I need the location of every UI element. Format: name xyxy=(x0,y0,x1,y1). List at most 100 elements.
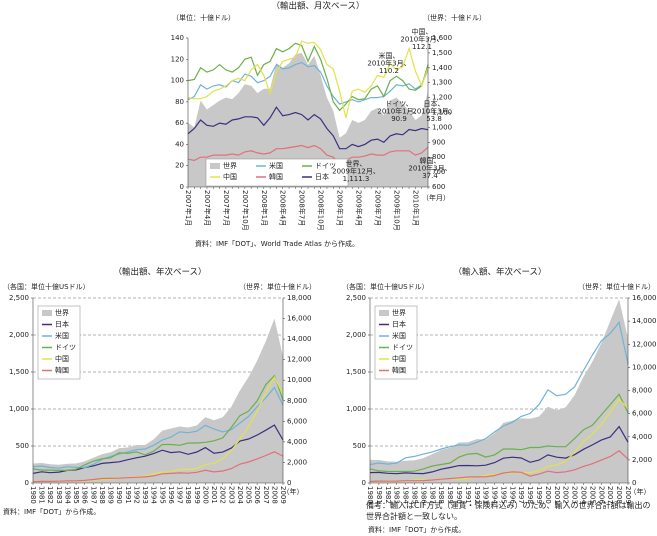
x-tick-label: 1980 xyxy=(366,486,374,504)
legend-label: 世界 xyxy=(55,308,69,317)
source: 資料：IMF「DOT」から作成。 xyxy=(3,507,100,516)
y-tick-label: 1,000 xyxy=(9,405,29,413)
annotation-line: 2010年3月、 xyxy=(412,107,455,116)
x-tick-label: 2009 xyxy=(624,486,632,504)
y2-tick-label: 1,100 xyxy=(432,109,452,117)
x-tick-label: 2007 xyxy=(262,486,270,504)
x-tick-label: 1987 xyxy=(89,486,97,504)
legend-label: 韓国 xyxy=(55,366,69,375)
y2-tick-label: 1,600 xyxy=(432,34,452,42)
y-tick-label: 500 xyxy=(353,442,366,450)
x-tick-label: 1995 xyxy=(158,486,166,504)
line xyxy=(369,450,629,482)
x-tick-label: 1996 xyxy=(508,486,516,504)
y2-tick-label: 1,000 xyxy=(432,123,452,131)
legend-label: 米国 xyxy=(269,161,283,170)
annotation-line: 112.1 xyxy=(412,43,432,51)
legend-box xyxy=(374,305,418,380)
annotation: ドイツ、 2010年1月、 90.9 xyxy=(377,100,420,123)
chart-title: （輸出額、年次ベース） xyxy=(113,267,206,278)
y2-tick-label: 12,000 xyxy=(287,356,312,364)
x-tick-label: 1992 xyxy=(473,486,481,504)
annotation: 日本、 2010年3月、 53.8 xyxy=(412,99,455,123)
line xyxy=(187,42,429,112)
x-tick-label: 2005 xyxy=(588,486,596,504)
x-tick-label: 1991 xyxy=(124,486,132,504)
x-tick-label: 1982 xyxy=(46,486,54,504)
line xyxy=(32,451,284,483)
x-tick-label: 1983 xyxy=(55,486,63,504)
y2-tick-label: 6,000 xyxy=(287,417,307,425)
annotation-line: 韓国、 xyxy=(420,156,441,165)
source: 資料：IMF「DOT」から作成。 xyxy=(368,525,465,534)
line xyxy=(369,425,629,475)
line xyxy=(187,40,429,118)
annotation-line: 1,111.3 xyxy=(343,175,370,183)
y-axis-label: （単位：十億ドル） xyxy=(172,13,235,22)
y2-tick-label: 4,000 xyxy=(632,433,652,441)
x-axis-label: （年） xyxy=(630,487,651,496)
x-tick-label: 1994 xyxy=(150,486,158,504)
y2-axis-label: （世界：単位十億ドル） xyxy=(578,282,655,291)
note-box: 備考：輸入はCIF方式（運賃・保険料込み）のため、輸入の世界合計額は輸出の世界合… xyxy=(366,501,651,521)
y-tick-label: 500 xyxy=(16,442,29,450)
x-tick-label: 1988 xyxy=(98,486,106,504)
y-tick-label: 80 xyxy=(175,98,184,106)
x-tick-label: 2007年1月 xyxy=(184,190,193,226)
annotation-line: 2010年3月、 xyxy=(400,35,443,44)
annotation-line: 2010年1月、 xyxy=(377,107,420,116)
x-tick-label: 2002 xyxy=(562,486,570,504)
x-tick-label: 1993 xyxy=(141,486,149,504)
y2-tick-label: 1,300 xyxy=(432,79,452,87)
x-tick-label: 1993 xyxy=(482,486,490,504)
x-tick-label: 2008年4月 xyxy=(279,190,288,226)
annotation-line: 53.8 xyxy=(426,115,442,123)
legend-label: 韓国 xyxy=(269,172,283,181)
x-tick-label: 2009 xyxy=(279,486,287,504)
line xyxy=(32,386,284,469)
x-tick-label: 2009年10月 xyxy=(392,190,401,231)
x-tick-label: 2001 xyxy=(210,486,218,504)
legend-swatch xyxy=(379,310,389,316)
legend-box xyxy=(205,158,349,187)
y2-tick-label: 12,000 xyxy=(632,340,657,348)
x-tick-label: 1999 xyxy=(535,486,543,504)
y-tick-label: 1,500 xyxy=(9,368,29,376)
y-tick-label: 120 xyxy=(171,55,184,63)
y2-tick-label: 16,000 xyxy=(287,315,312,323)
x-tick-label: 2004 xyxy=(580,486,588,504)
x-tick-label: 1999 xyxy=(193,486,201,504)
y2-tick-label: 6,000 xyxy=(632,410,652,418)
chart-title: （輸入額、年次ベース） xyxy=(453,267,546,278)
legend-label: ドイツ xyxy=(315,162,336,170)
y-tick-label: 1,500 xyxy=(346,368,366,376)
x-tick-label: 1982 xyxy=(384,486,392,504)
x-tick-label: 1980 xyxy=(29,486,37,504)
line xyxy=(187,144,429,166)
y2-tick-label: 900 xyxy=(432,138,445,146)
x-tick-label: 2009年7月 xyxy=(373,190,382,226)
y-tick-label: 2,000 xyxy=(9,331,29,339)
y-tick-label: 100 xyxy=(171,77,184,85)
y2-axis-label: （世界：単位十億ドル） xyxy=(239,282,316,291)
x-tick-label: 2003 xyxy=(571,486,579,504)
y2-tick-label: 1,400 xyxy=(432,64,452,72)
annotation: 世界、 2009年12月、 1,111.3 xyxy=(332,159,380,183)
x-tick-label: 2005 xyxy=(245,486,253,504)
y-tick-label: 2,000 xyxy=(346,331,366,339)
x-tick-label: 1985 xyxy=(410,486,418,504)
x-tick-label: 2008年10月 xyxy=(317,190,326,231)
annotation-line: 日本、 xyxy=(424,99,445,108)
x-tick-label: 1981 xyxy=(375,486,383,504)
chart-title: （輸出額、月次ベース） xyxy=(271,1,364,12)
y2-tick-label: 600 xyxy=(432,183,445,191)
legend-label: ドイツ xyxy=(392,344,413,352)
legend-label: 米国 xyxy=(392,331,406,340)
x-tick-label: 1991 xyxy=(464,486,472,504)
x-tick-label: 1984 xyxy=(402,486,410,504)
y2-tick-label: 2,000 xyxy=(287,458,307,466)
x-tick-label: 1998 xyxy=(526,486,534,504)
y2-tick-label: 16,000 xyxy=(632,294,657,302)
x-tick-label: 1985 xyxy=(72,486,80,504)
y-tick-label: 1,000 xyxy=(346,405,366,413)
